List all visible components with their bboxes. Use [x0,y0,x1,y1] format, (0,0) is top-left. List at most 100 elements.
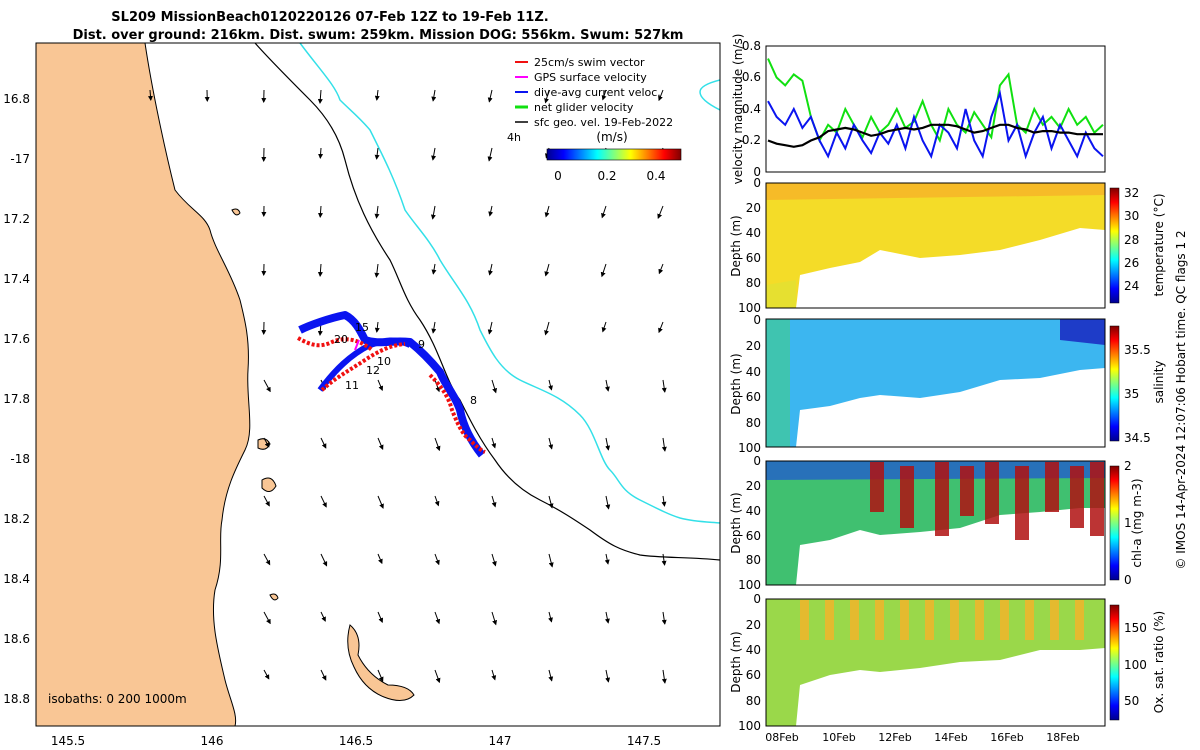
panel-frame [765,460,1106,586]
velocity-vector [430,205,436,220]
velocity-vector [661,553,667,566]
y-tick: 100 [738,719,761,733]
velocity-vector [374,89,380,101]
isobath-1000m [299,43,720,524]
velocity-vector [604,611,610,624]
colorbar-label: (m/s) [596,130,627,144]
temperature-colorbar [1109,187,1120,304]
velocity-vector [548,553,554,568]
lat-tick: 17.8 [3,392,30,406]
y-tick: 40 [746,365,761,379]
title-line-2: Dist. over ground: 216km. Dist. swum: 25… [73,28,684,43]
day-label: 8 [470,394,477,407]
chla-patch [960,466,974,516]
lat-tick: 18.4 [3,572,30,586]
velocity-vector [605,437,611,451]
y-tick: 20 [746,201,761,215]
panel-frame [765,598,1106,727]
velocity-vector [487,321,493,335]
y-tick: 100 [738,301,761,315]
cbar-tick: 28 [1124,233,1139,247]
velocity-vector [377,379,384,392]
velocity-chart: 0 0.2 0.4 0.6 0.8 velocity magnitude (m/… [731,34,1106,184]
y-tick: 80 [746,416,761,430]
velocity-vector [549,728,552,740]
velocity-vector [548,437,554,450]
track-red [428,373,486,454]
x-tick: 18Feb [1046,731,1079,744]
velocity-vector [605,495,611,510]
velocity-vector [604,379,610,392]
oxygen-band [1025,600,1034,640]
island [231,208,241,216]
velocity-vector [374,147,380,160]
velocity-vector [491,611,498,626]
day-label: 12 [366,364,380,377]
velocity-vector [374,263,380,278]
velocity-vector [661,669,667,684]
depth-ticks: 0 20 40 60 80 100 20 40 60 80 100 0 0 20… [738,176,761,733]
chla-patch [1090,462,1104,536]
lat-tick: 16.8 [3,92,30,106]
velocity-vector [263,379,271,393]
velocity-vector [658,263,664,275]
cbar-tick: 32 [1124,186,1139,200]
velocity-vector [544,321,550,336]
y-tick: 40 [746,643,761,657]
isobath-label: isobaths: 0 200 1000m [48,692,187,706]
oxygen-band [800,600,809,640]
velocity-vector [601,321,607,333]
velocity-vector [491,379,498,394]
velocity-vector [606,728,609,741]
velocity-vector [320,437,327,449]
y-tick: 0.8 [742,39,761,53]
chla-patch [1015,466,1029,540]
temperature-field [766,183,1105,308]
cbar-tick: 100 [1124,658,1147,672]
track-blue-inner [317,337,412,392]
velocity-vector [657,205,664,220]
y-tick: 40 [746,504,761,518]
oxygen-band [825,600,834,640]
cbar-tick: 34.5 [1124,431,1151,445]
date-ticks: 08Feb 10Feb 12Feb 14Feb 16Feb 18Feb [765,731,1079,744]
velocity-vector [377,669,384,683]
velocity-vector [374,205,380,219]
x-tick: 12Feb [878,731,911,744]
velocity-vector [548,495,554,509]
velocity-vector [318,147,324,159]
glider-track [296,311,486,458]
oxygen-panel: 50 100 150 Ox. sat. ratio (%) [765,598,1166,727]
salinity-left [766,319,790,447]
temperature-deep [766,280,796,308]
x-tick: 14Feb [934,731,967,744]
scale-label: 4h [507,131,521,144]
gps-velocity [354,339,360,351]
velocity-vector [491,495,497,508]
velocity-vector [663,728,665,738]
velocity-vector [377,611,384,624]
legend-item: GPS surface velocity [534,71,647,84]
lat-tick: -17 [10,152,30,166]
oxygen-cbar-label: Ox. sat. ratio (%) [1152,611,1166,713]
velocity-vector [434,611,441,625]
velocity-vector [487,89,493,103]
velocity-vector [434,379,441,393]
velocity-vector [264,728,269,738]
isobath-1000m-fragment [699,79,720,111]
velocity-vector [488,205,494,217]
salinity-fresh [1060,319,1105,345]
y-tick: 0.4 [742,102,761,116]
lat-tick: 18.6 [3,632,30,646]
salinity-panel: 34.5 35 35.5 salinity [765,318,1166,448]
cbar-tick: 35.5 [1124,343,1151,357]
oxygen-band [1000,600,1009,640]
legend-item: dive-avg current veloc. [534,86,661,99]
day-label: 10 [377,355,391,368]
day-labels: 8 9 10 11 12 15 20 [334,321,477,407]
oxygen-band [925,600,934,640]
lat-tick: -18 [10,452,30,466]
oxygen-band [950,600,959,640]
velocity-vector [491,553,497,567]
day-label: 11 [345,379,359,392]
